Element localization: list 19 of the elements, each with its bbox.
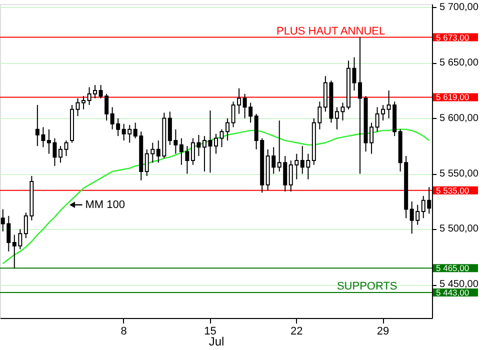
annotation: SUPPORTS: [336, 280, 398, 292]
ref-line-label: 5 535,00: [436, 185, 470, 196]
y-tick-label: 5 600,00: [440, 112, 479, 124]
x-tick-label: 29: [376, 326, 390, 338]
candlestick: [214, 133, 218, 154]
ref-line-label: 5 619,00: [436, 92, 470, 102]
x-tick-label: 22: [290, 326, 303, 338]
y-tick-label: 5 500,00: [440, 224, 479, 235]
candlestick: [358, 36, 362, 174]
y-tick-label: 5 650,00: [440, 57, 479, 68]
x-tick-label: 15: [204, 326, 216, 338]
annotation: PLUS HAUT ANNUEL: [276, 25, 386, 38]
y-tick-label: 5 550,00: [440, 168, 479, 180]
y-tick-label: 5 700,00: [440, 2, 479, 13]
x-tick-label: 8: [120, 326, 127, 338]
x-axis-title: Jul: [208, 334, 224, 348]
ref-line-label: 5 673,00: [436, 32, 470, 42]
ref-line-label: 5 465,00: [436, 263, 470, 274]
series-label: MM 100: [85, 198, 125, 211]
